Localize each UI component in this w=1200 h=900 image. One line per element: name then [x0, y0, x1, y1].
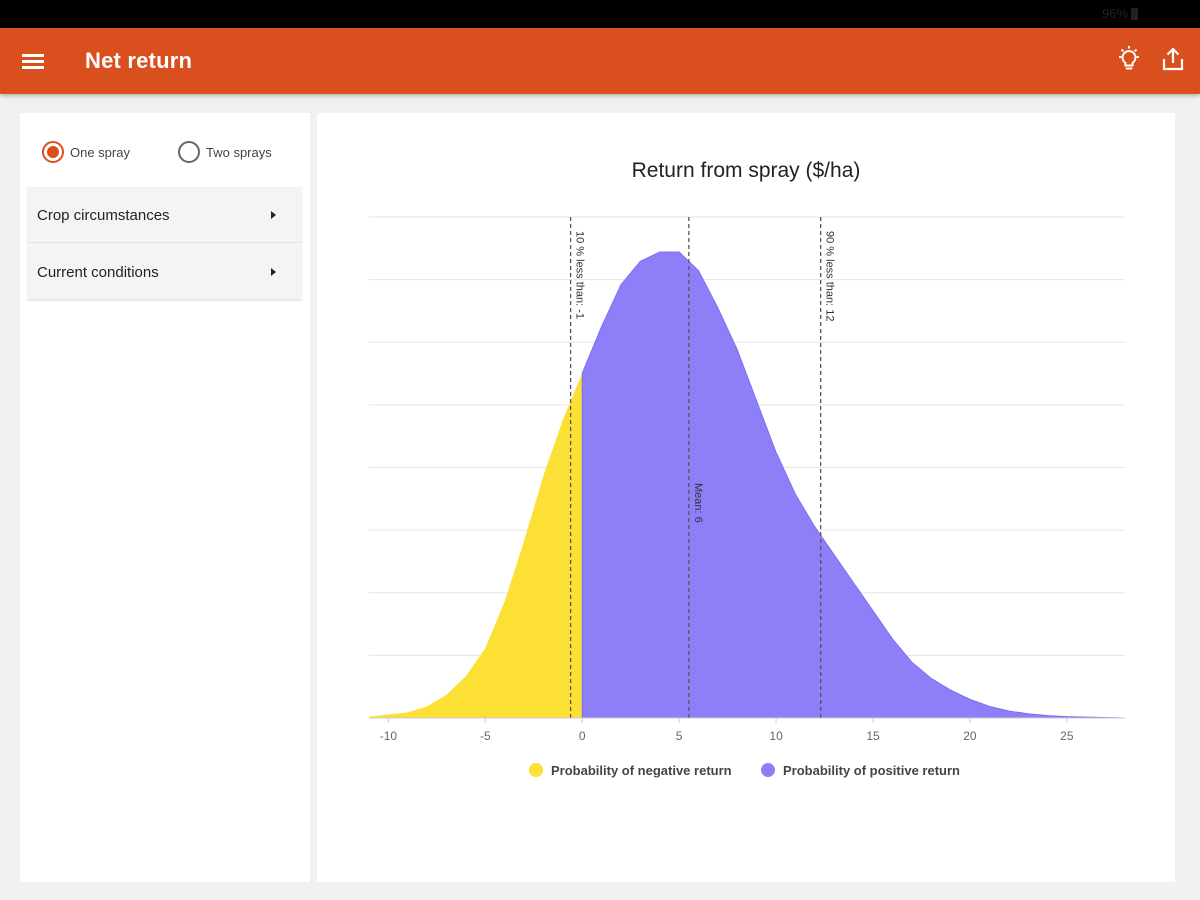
status-bar: 96%: [0, 0, 1200, 28]
legend-label: Probability of positive return: [783, 763, 960, 778]
one-spray-label: One spray: [70, 144, 130, 160]
crop-circumstances-section[interactable]: Crop circumstances: [27, 187, 302, 243]
x-tick-label: 0: [579, 729, 586, 743]
x-tick-label: 20: [963, 729, 977, 743]
x-tick-label: 25: [1060, 729, 1074, 743]
x-tick-label: -10: [380, 729, 398, 743]
lightbulb-icon[interactable]: [1113, 44, 1145, 76]
one-spray-radio[interactable]: [42, 141, 64, 163]
current-conditions-label: Current conditions: [37, 264, 159, 281]
legend-label: Probability of negative return: [551, 763, 732, 778]
hamburger-menu-icon[interactable]: [14, 42, 54, 82]
return-distribution-chart: Return from spray ($/ha) 10 % less than:…: [369, 159, 1126, 778]
page-title: Net return: [85, 48, 193, 73]
two-sprays-label: Two sprays: [206, 144, 272, 160]
chart-title: Return from spray ($/ha): [632, 159, 861, 182]
reference-line-label: Mean: 6: [692, 483, 704, 523]
legend-marker: [761, 763, 775, 777]
x-tick-label: -5: [480, 729, 491, 743]
share-upload-icon[interactable]: [1157, 44, 1189, 76]
legend-marker: [529, 763, 543, 777]
x-tick-label: 15: [866, 729, 880, 743]
legend-item-positive[interactable]: Probability of positive return: [761, 763, 960, 778]
chart-card: Return from spray ($/ha) 10 % less than:…: [317, 113, 1175, 882]
x-tick-label: 10: [769, 729, 783, 743]
battery-icon: [1131, 8, 1138, 20]
positive-return-area: [581, 251, 1126, 719]
chevron-right-icon: [271, 268, 276, 276]
current-conditions-section[interactable]: Current conditions: [27, 244, 302, 300]
app-bar: Net return: [0, 28, 1200, 94]
reference-line-label: 90 % less than: 12: [824, 231, 836, 322]
negative-return-area: [369, 373, 583, 718]
one-spray-option[interactable]: One spray: [42, 141, 130, 163]
battery-level: 96%: [1101, 6, 1128, 21]
two-sprays-radio[interactable]: [178, 141, 200, 163]
chevron-right-icon: [271, 211, 276, 219]
crop-circumstances-label: Crop circumstances: [37, 207, 170, 224]
two-sprays-option[interactable]: Two sprays: [178, 141, 272, 163]
legend-item-negative[interactable]: Probability of negative return: [529, 763, 732, 778]
reference-line-label: 10 % less than: -1: [574, 231, 586, 319]
x-tick-label: 5: [676, 729, 683, 743]
side-panel: One spray Two sprays Crop circumstances …: [20, 113, 310, 882]
